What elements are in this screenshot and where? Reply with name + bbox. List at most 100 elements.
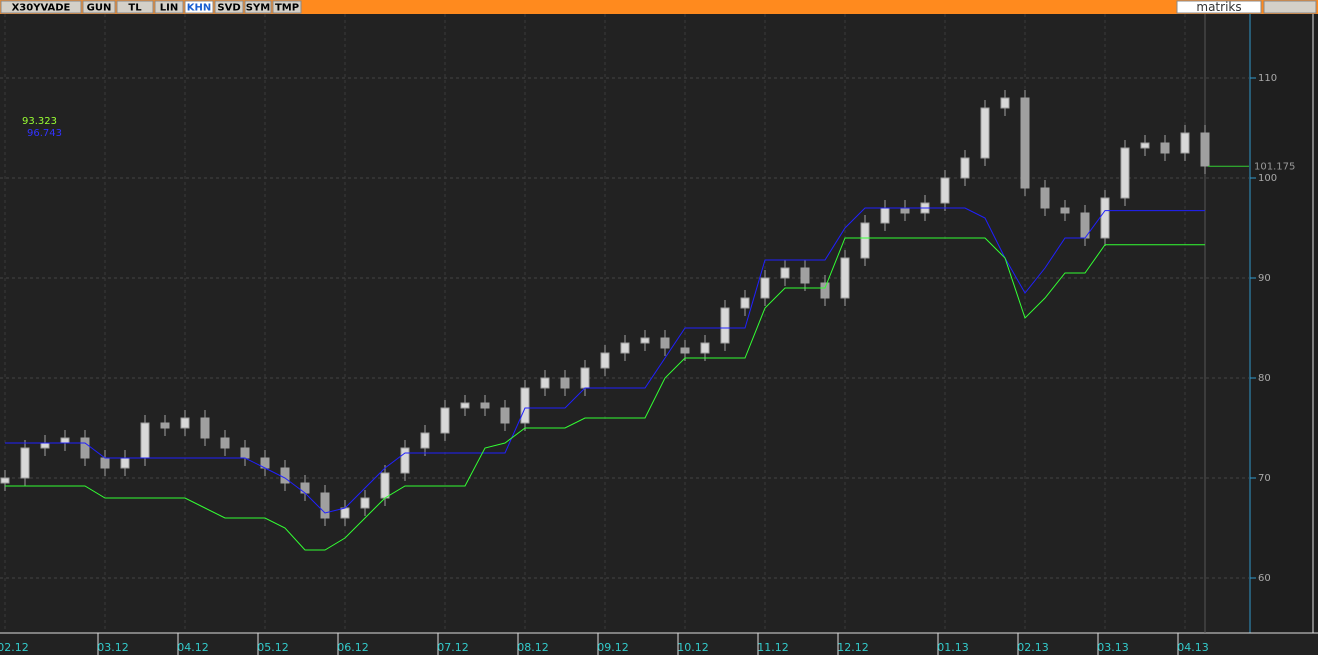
tab[interactable] (0, 0, 82, 14)
candle-body (560, 377, 570, 389)
candle-body (1160, 142, 1170, 154)
x-tick-label: 03.12 (97, 641, 129, 654)
candle-body (480, 402, 490, 409)
candle-body (640, 337, 650, 344)
x-tick-label: 02.12 (0, 641, 29, 654)
candle-body (1020, 97, 1030, 189)
candle-body (720, 307, 730, 344)
candle-body (700, 342, 710, 354)
candle-body (660, 337, 670, 349)
window-controls[interactable] (1263, 0, 1317, 14)
candle-body (900, 207, 910, 214)
tab[interactable] (154, 0, 184, 14)
candle-body (160, 422, 170, 429)
indicator-value: 96.743 (27, 128, 62, 139)
candle-body (1040, 187, 1050, 209)
candle-body (80, 437, 90, 459)
x-tick-label: 04.12 (177, 641, 209, 654)
plot (0, 14, 1249, 632)
candle-body (1060, 207, 1070, 214)
y-tick-label: 110 (1258, 73, 1277, 84)
tab[interactable] (184, 0, 214, 14)
candle-body (360, 497, 370, 509)
candle-body (440, 407, 450, 434)
brand-box (1176, 0, 1262, 14)
tab-label[interactable]: SYM (246, 3, 270, 14)
tab[interactable] (272, 0, 302, 14)
tab[interactable] (82, 0, 116, 14)
candle-body (20, 447, 30, 479)
candle-body (120, 457, 130, 469)
candle-body (760, 277, 770, 299)
candle-body (200, 417, 210, 439)
brand: matriks (1196, 0, 1241, 14)
indicator-line (5, 237, 1205, 551)
candle-body (820, 282, 830, 299)
tab-label[interactable]: TL (128, 3, 142, 14)
x-tick-label: 08.12 (517, 641, 549, 654)
candle-body (1100, 197, 1110, 239)
candle-body (1120, 147, 1130, 199)
candle-body (800, 267, 810, 284)
x-tick-label: 05.12 (257, 641, 289, 654)
candle-body (880, 207, 890, 224)
candle-body (340, 507, 350, 519)
candle-body (280, 467, 290, 484)
y-tick-label: 70 (1258, 473, 1271, 484)
candle-body (600, 352, 610, 369)
candle-body (680, 347, 690, 354)
last-price-label: 101.175 (1254, 161, 1295, 172)
candle-body (520, 387, 530, 424)
x-tick-label: 01.13 (937, 641, 969, 654)
candle-body (780, 267, 790, 279)
candle-body (940, 177, 950, 204)
tab-label[interactable]: GUN (87, 3, 112, 14)
tab-label[interactable]: X30YVADE (12, 3, 71, 14)
candle-body (320, 492, 330, 519)
tab-label[interactable]: SVD (217, 3, 240, 14)
tab-label[interactable]: KHN (187, 3, 212, 14)
axis-panel (1249, 14, 1318, 633)
x-tick-label: 10.12 (677, 641, 709, 654)
tab[interactable] (244, 0, 272, 14)
candle-body (860, 222, 870, 259)
x-tick-label: 09.12 (597, 641, 629, 654)
tab[interactable] (116, 0, 154, 14)
indicator-value: 93.323 (22, 116, 57, 127)
tab-label[interactable]: LIN (160, 3, 178, 14)
candle-body (1180, 132, 1190, 154)
candle-body (40, 442, 50, 449)
candle-body (0, 477, 10, 484)
candle-body (960, 157, 970, 179)
x-tick-label: 11.12 (757, 641, 789, 654)
y-tick-label: 80 (1258, 373, 1271, 384)
y-tick-label: 90 (1258, 273, 1271, 284)
candle-body (1000, 97, 1010, 109)
tab[interactable] (214, 0, 244, 14)
y-tick-label: 100 (1258, 173, 1277, 184)
toolbar (0, 0, 1318, 14)
candle-body (100, 457, 110, 469)
x-tick-label: 06.12 (337, 641, 369, 654)
x-tick-label: 07.12 (437, 641, 469, 654)
candle-body (380, 472, 390, 499)
x-tick-label: 02.13 (1017, 641, 1049, 654)
candle-body (220, 437, 230, 449)
x-tick-label: 04.13 (1177, 641, 1209, 654)
tab-bar: X30YVADE GUN TL LIN KHN SVD SYM TMP (0, 0, 302, 14)
candle-body (140, 422, 150, 459)
candle-body (460, 402, 470, 409)
candle-body (420, 432, 430, 449)
candle-body (400, 447, 410, 474)
tab-label[interactable]: TMP (275, 3, 299, 14)
candle-body (240, 447, 250, 459)
x-tick-label: 12.12 (837, 641, 869, 654)
candle-body (1140, 142, 1150, 149)
candle-body (60, 437, 70, 444)
candle-body (840, 257, 850, 299)
candle-body (620, 342, 630, 354)
candle-body (580, 367, 590, 389)
x-tick-label: 03.13 (1097, 641, 1129, 654)
